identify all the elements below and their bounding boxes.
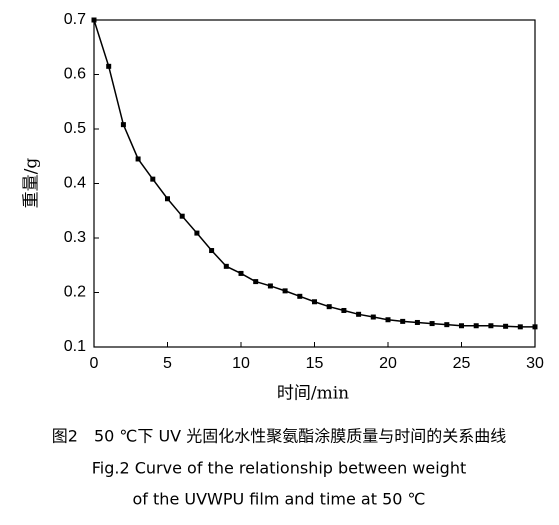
x-tick-label: 25 (453, 355, 471, 372)
marker (488, 323, 494, 329)
caption: Fig.2 Curve of the relationship between … (92, 459, 466, 478)
x-tick-label: 10 (232, 355, 250, 372)
y-tick-label: 0.6 (64, 66, 86, 83)
marker (473, 323, 479, 329)
marker (282, 288, 288, 294)
marker (223, 263, 229, 269)
x-tick-label: 15 (306, 355, 324, 372)
y-tick-label: 0.3 (64, 229, 86, 246)
x-tick-label: 5 (163, 355, 172, 372)
y-tick-label: 0.7 (64, 11, 86, 28)
marker (444, 322, 450, 328)
marker (400, 318, 406, 324)
y-tick-label: 0.1 (64, 338, 86, 355)
marker (326, 304, 332, 310)
marker (385, 317, 391, 323)
marker (532, 324, 538, 330)
x-tick-label: 20 (379, 355, 397, 372)
marker (459, 323, 464, 329)
plot-frame (93, 19, 536, 348)
y-axis-label: 重量/g (22, 158, 42, 209)
marker (517, 324, 523, 330)
marker (341, 307, 347, 313)
marker (194, 230, 200, 236)
y-tick-label: 0.4 (64, 175, 86, 192)
marker (312, 299, 317, 305)
marker (120, 122, 126, 128)
marker (429, 321, 435, 327)
caption: 图2 50 ℃下 UV 光固化水性聚氨酯涂膜质量与时间的关系曲线 (52, 427, 506, 446)
marker (297, 293, 303, 299)
marker (91, 17, 97, 23)
marker (414, 319, 420, 325)
marker (356, 311, 362, 317)
marker (179, 213, 185, 219)
marker (150, 176, 156, 182)
x-tick-label: 30 (526, 355, 544, 372)
marker (165, 196, 170, 202)
marker (370, 314, 376, 320)
x-tick-label: 0 (90, 355, 99, 372)
marker (106, 63, 112, 69)
line (93, 19, 535, 328)
y-tick-label: 0.2 (64, 284, 86, 301)
marker (253, 279, 259, 285)
marker (503, 323, 509, 329)
y-tick-label: 0.5 (64, 120, 86, 137)
marker (209, 248, 215, 254)
x-axis-label: 时间/min (277, 384, 349, 404)
marker (238, 270, 244, 276)
marker (267, 283, 273, 289)
caption: of the UVWPU film and time at 50 ℃ (133, 490, 426, 509)
marker (135, 156, 141, 162)
